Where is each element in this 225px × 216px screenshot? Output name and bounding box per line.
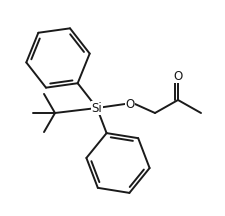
Text: O: O (173, 70, 182, 83)
Text: O: O (125, 97, 134, 111)
Text: Si: Si (91, 102, 102, 114)
